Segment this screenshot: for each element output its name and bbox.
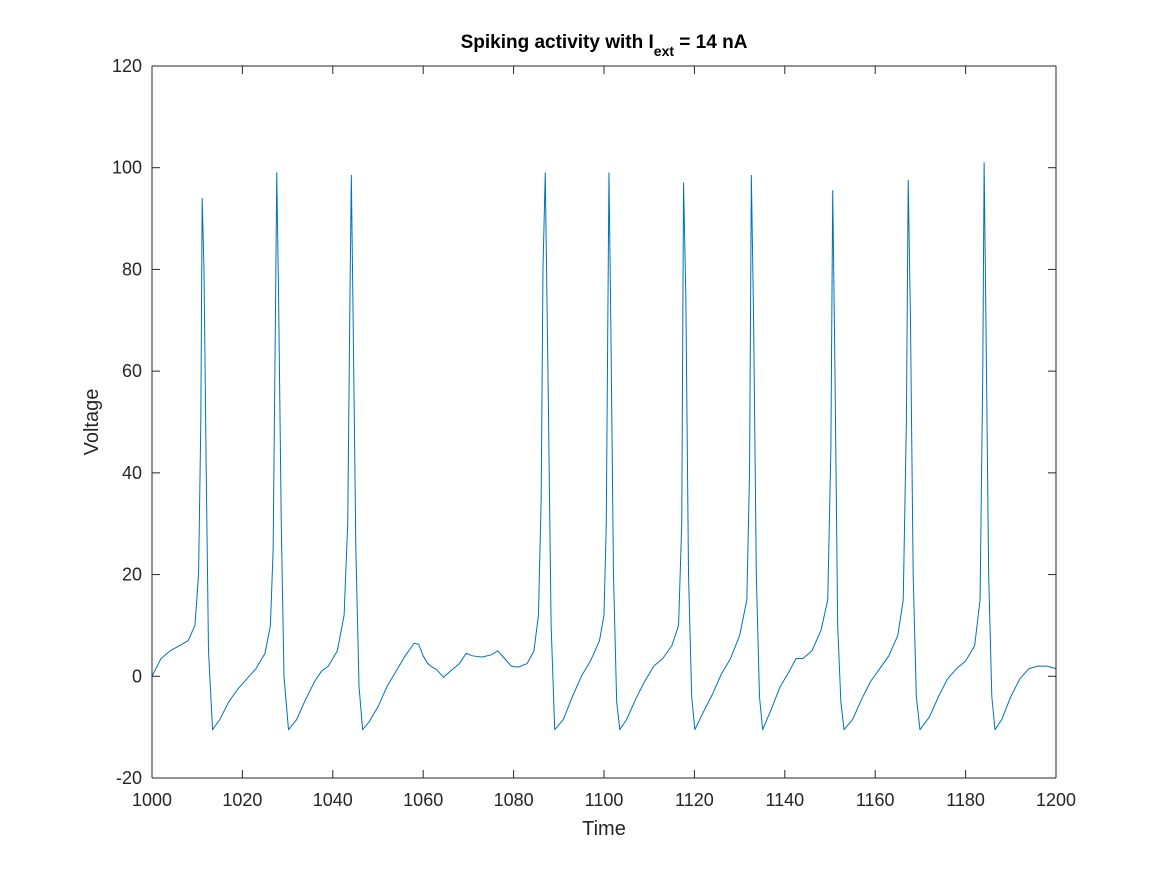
x-tick-label: 1000 bbox=[132, 790, 172, 810]
x-tick-label: 1040 bbox=[313, 790, 353, 810]
x-tick-label: 1160 bbox=[856, 790, 895, 810]
y-tick-label: -20 bbox=[116, 768, 142, 788]
y-tick-label: 40 bbox=[122, 463, 142, 483]
x-tick-label: 1100 bbox=[585, 790, 624, 810]
chart-title-suffix: = 14 nA bbox=[674, 32, 748, 53]
y-axis-label: Voltage bbox=[81, 389, 103, 456]
series-layer bbox=[151, 162, 1057, 731]
y-tick-label: 60 bbox=[122, 361, 142, 381]
x-tick-label: 1140 bbox=[765, 790, 804, 810]
x-tick-label: 1120 bbox=[675, 790, 714, 810]
chart-title-subscript: ext bbox=[654, 43, 675, 59]
x-tick-label: 1020 bbox=[222, 790, 262, 810]
y-tick-label: 120 bbox=[112, 56, 142, 76]
x-tick-label: 1180 bbox=[946, 790, 985, 810]
x-tick-layer: 1000 1020 1040 1060 1080 1100 1120 1140 1160 1180… bbox=[132, 66, 1076, 810]
x-tick-label: 1060 bbox=[403, 790, 443, 810]
y-tick-label: 20 bbox=[122, 565, 142, 585]
x-tick-label: 1200 bbox=[1036, 790, 1076, 810]
plot-area bbox=[152, 66, 1056, 778]
chart-title-prefix: Spiking activity with I bbox=[461, 32, 654, 53]
y-tick-label: 100 bbox=[112, 158, 142, 178]
x-tick-label: 1080 bbox=[494, 790, 534, 810]
series-line-1 bbox=[151, 162, 1057, 731]
x-axis-label: Time bbox=[582, 818, 626, 840]
y-tick-layer: -20 0 20 40 60 80 100 120 bbox=[112, 56, 1056, 788]
y-tick-label: 80 bbox=[122, 259, 142, 279]
y-tick-label: 0 bbox=[132, 666, 142, 686]
chart-title: Spiking activity with Iext = 14 nA bbox=[461, 32, 748, 59]
